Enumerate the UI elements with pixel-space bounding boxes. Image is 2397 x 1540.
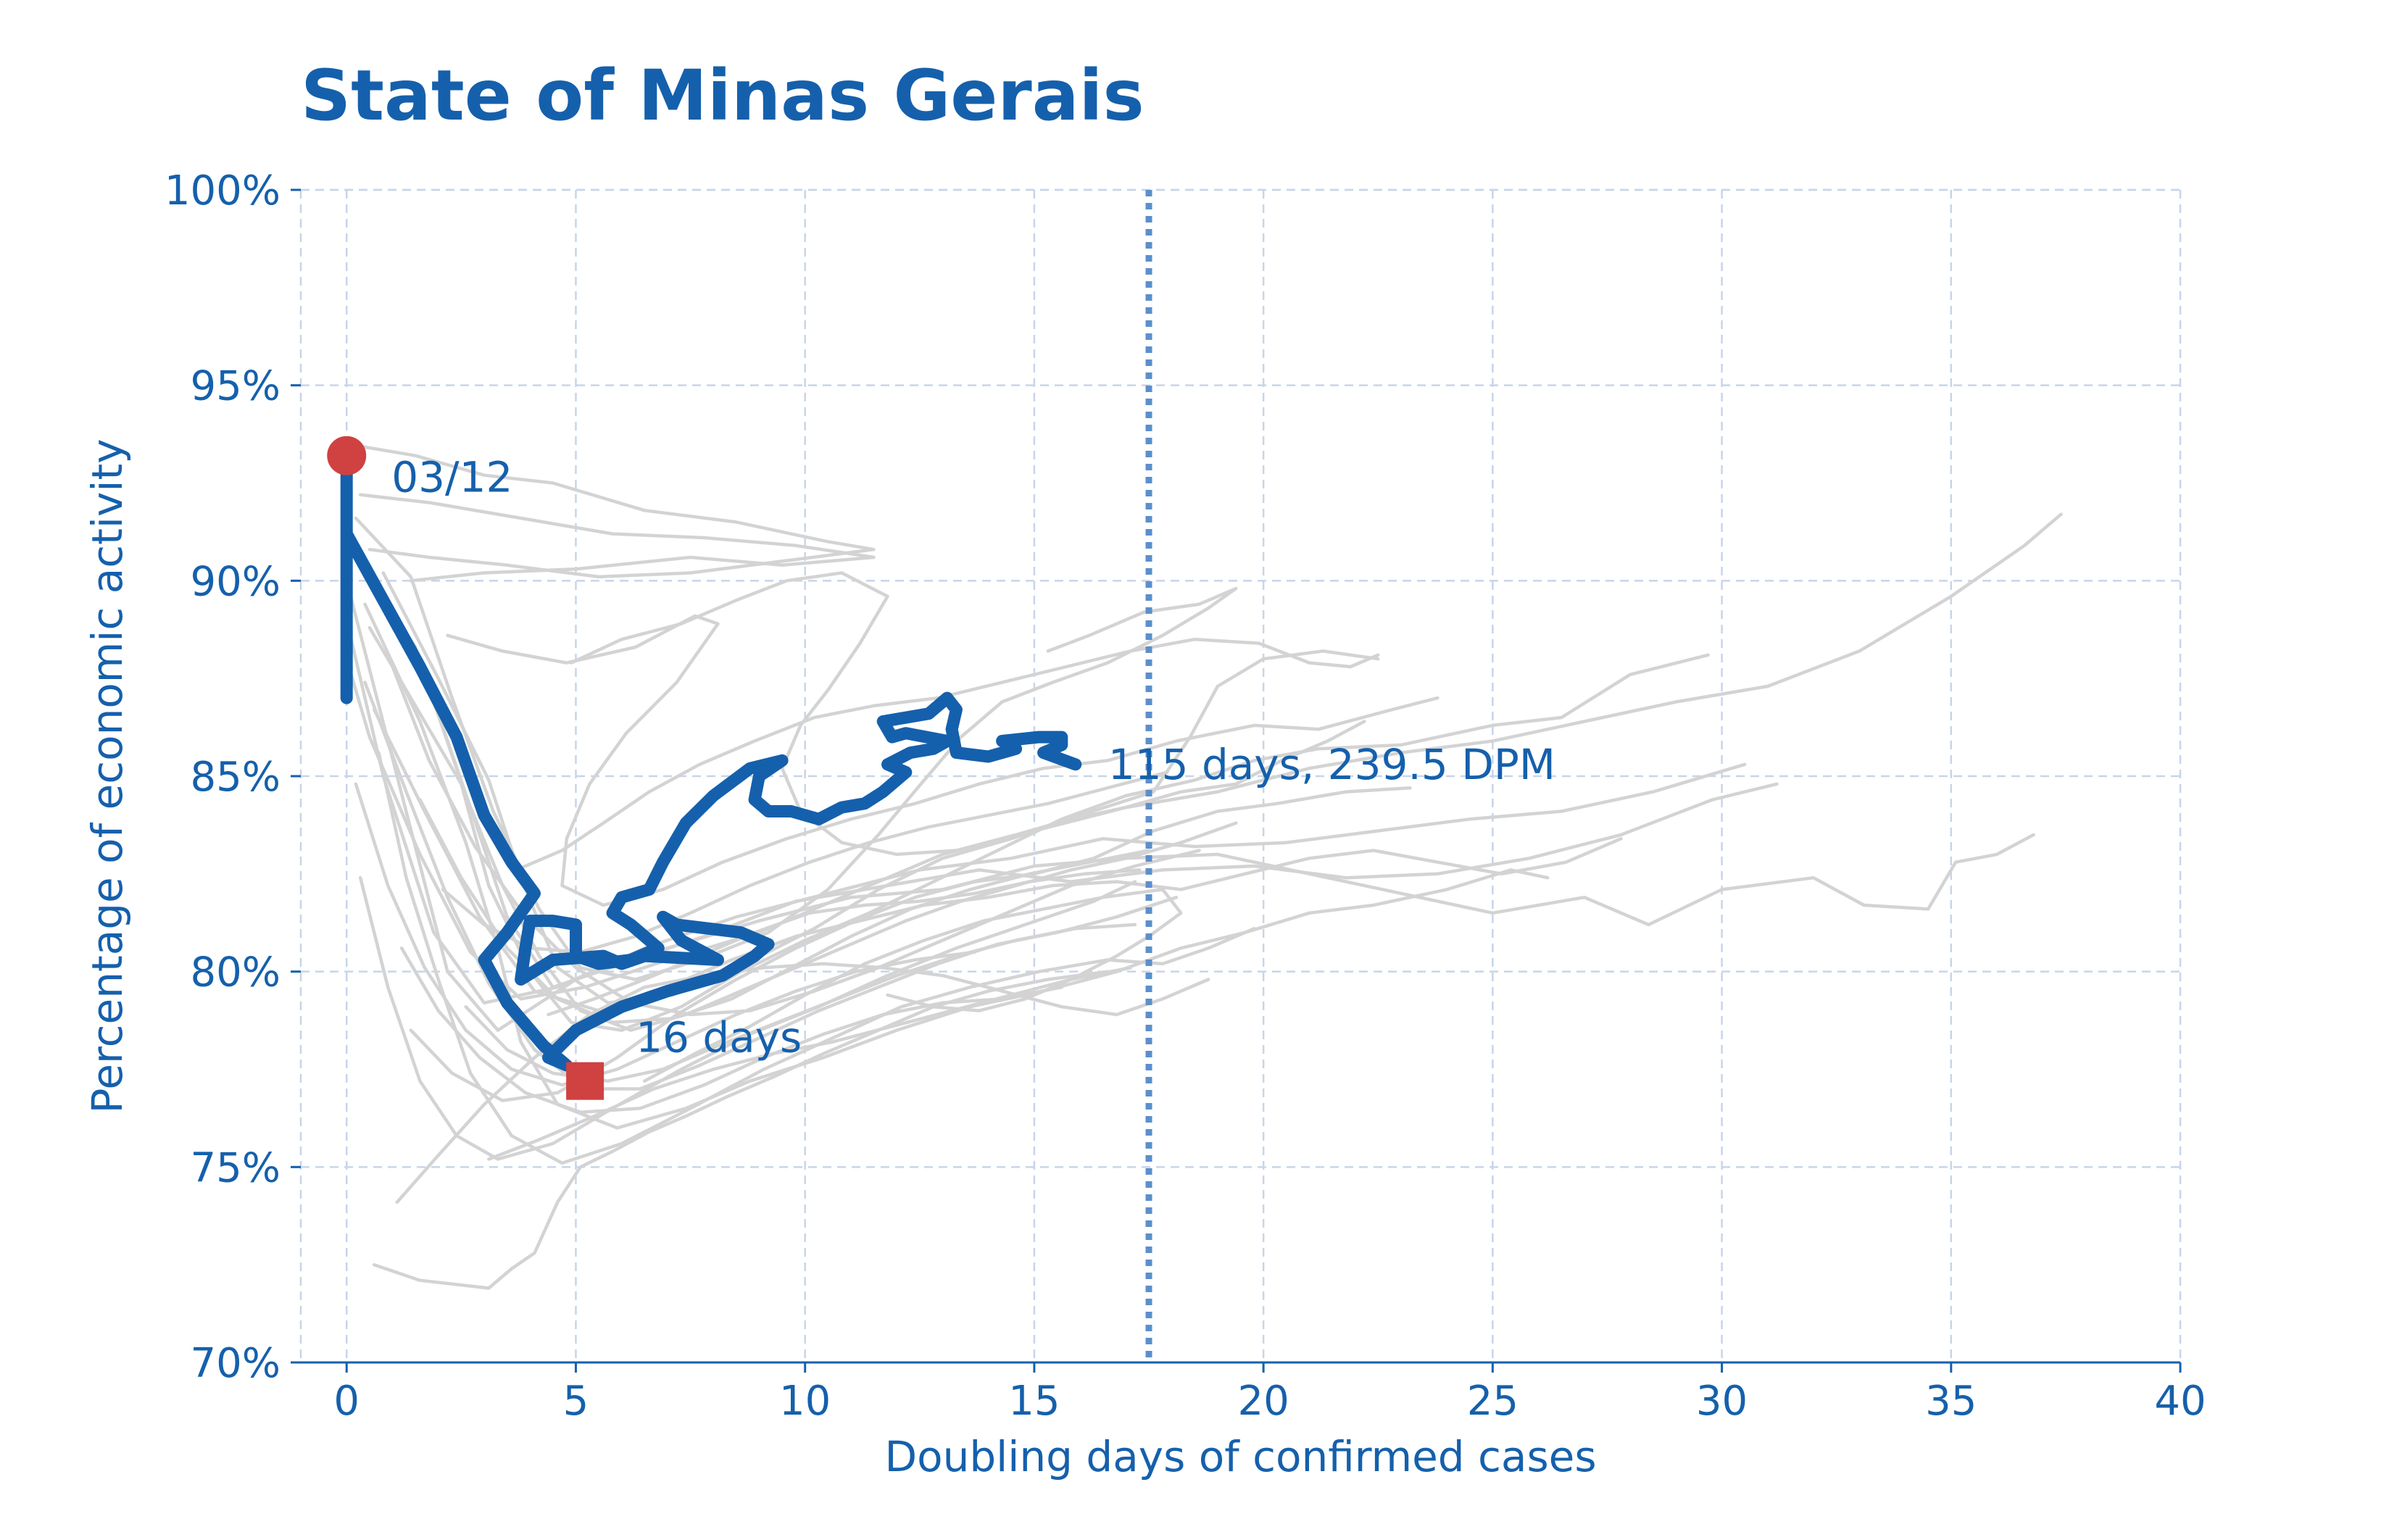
y-tick-label: 80% xyxy=(191,949,281,996)
background-series-line xyxy=(363,602,1550,1130)
background-series-line xyxy=(487,966,1132,1161)
background-series-line xyxy=(418,798,1151,1025)
annotations: 03/12 115 days, 239.5 DPM 16 days xyxy=(391,453,1555,1062)
x-tick-label: 15 xyxy=(1008,1378,1060,1425)
minimum-label: 16 days xyxy=(636,1013,802,1062)
background-series-line xyxy=(358,875,1137,1161)
background-series-line xyxy=(446,614,1440,907)
background-series-line xyxy=(547,868,1142,1017)
y-tick-label: 90% xyxy=(191,558,281,605)
y-tick-label: 75% xyxy=(191,1144,281,1191)
background-series-line xyxy=(344,442,876,579)
x-tick-label: 30 xyxy=(1696,1378,1748,1425)
y-tick-label: 85% xyxy=(191,754,281,801)
background-series-line xyxy=(643,888,1183,1083)
start-date-label: 03/12 xyxy=(391,453,512,502)
background-series-line xyxy=(367,625,1710,1032)
end-label: 115 days, 239.5 DPM xyxy=(1108,740,1555,789)
background-series-group xyxy=(344,442,2063,1290)
x-tick-label: 35 xyxy=(1925,1378,1977,1425)
background-series-line xyxy=(358,493,876,583)
x-tick-label: 25 xyxy=(1467,1378,1519,1425)
start-marker xyxy=(327,436,367,475)
background-series-line xyxy=(386,653,1201,1017)
x-tick-label: 40 xyxy=(2154,1378,2206,1425)
y-tick-label: 100% xyxy=(165,167,281,215)
x-tick-label: 20 xyxy=(1237,1378,1289,1425)
y-tick-label: 95% xyxy=(191,363,281,410)
background-series-line xyxy=(354,782,976,1087)
x-axis-label: Doubling days of confirmed cases xyxy=(884,1432,1596,1481)
background-series-line xyxy=(344,540,1779,989)
y-axis-label: Percentage of economic activity xyxy=(83,438,132,1113)
axes: 0 5 10 15 20 25 30 35 40 70% 75% 80% 85% 90% 95% 100% xyxy=(165,167,2206,1425)
y-tick-label: 70% xyxy=(191,1340,281,1387)
background-series-line xyxy=(409,786,1412,1102)
minimum-marker xyxy=(566,1062,605,1100)
highlight-series-group xyxy=(327,436,1082,1100)
background-series-line xyxy=(441,770,1169,954)
chart-title: State of Minas Gerais xyxy=(301,55,1145,136)
highlight-series-line xyxy=(340,449,1082,1072)
background-series-line xyxy=(399,946,1064,1115)
background-series-line xyxy=(344,618,1747,1005)
x-tick-label: 5 xyxy=(563,1378,589,1425)
background-series-line xyxy=(363,680,1179,1091)
x-tick-label: 0 xyxy=(333,1378,360,1425)
background-series-line xyxy=(377,751,1256,1165)
x-tick-label: 10 xyxy=(779,1378,831,1425)
